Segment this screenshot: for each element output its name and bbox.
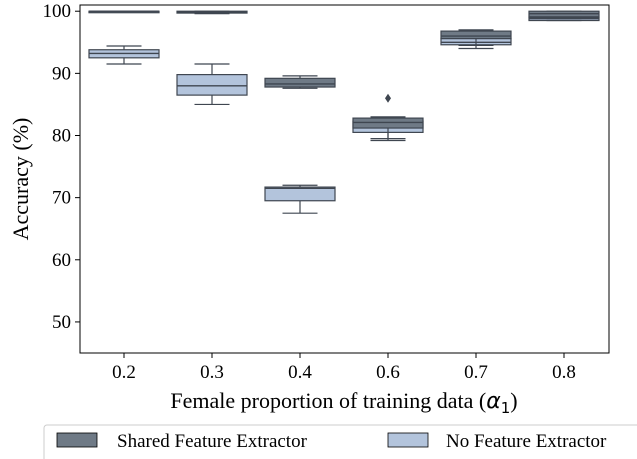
y-tick-label: 50 <box>52 312 71 333</box>
x-tick-label: 0.4 <box>288 362 312 383</box>
y-tick-label: 100 <box>43 1 72 22</box>
x-axis-label: Female proportion of training data (α1) <box>170 388 517 417</box>
box-shared-0.7 <box>440 29 512 46</box>
x-tick-label: 0.2 <box>112 362 136 383</box>
box-shared-0.6 <box>352 93 424 140</box>
legend-label-shared-feature-extractor: Shared Feature Extractor <box>117 431 308 452</box>
x-axis-label-close: ) <box>510 388 517 413</box>
box-iqr <box>176 73 248 96</box>
box-shared-0.3 <box>176 10 248 15</box>
legend-swatch-no-feature-extractor <box>387 432 429 448</box>
legend-swatch-shared-feature-extractor <box>56 432 98 448</box>
x-tick-label: 0.7 <box>464 362 488 383</box>
y-axis-ticks: 50 60 70 80 90 100 <box>43 1 80 333</box>
y-tick-label: 70 <box>52 188 71 209</box>
y-axis-label: Accuracy (%) <box>8 118 33 241</box>
x-axis-label-subscript: 1 <box>501 399 511 417</box>
legend-label-no-feature-extractor: No Feature Extractor <box>446 431 607 452</box>
plot-area <box>79 4 610 354</box>
boxes-layer <box>88 10 600 214</box>
box-iqr <box>264 77 336 88</box>
y-tick-label: 90 <box>52 63 71 84</box>
box-shared-0.4 <box>264 75 336 89</box>
box-none-0.4 <box>264 184 336 214</box>
box-none-0.2 <box>88 45 160 65</box>
x-axis-ticks: 0.2 0.3 0.4 0.6 0.7 0.8 <box>112 353 576 383</box>
x-tick-label: 0.6 <box>376 362 400 383</box>
box-iqr <box>264 186 336 202</box>
x-tick-label: 0.8 <box>552 362 576 383</box>
box-none-0.3 <box>176 63 248 106</box>
box-shared-0.8 <box>528 10 600 20</box>
x-tick-label: 0.3 <box>200 362 224 383</box>
legend: Shared Feature Extractor No Feature Extr… <box>43 424 637 459</box>
y-tick-label: 60 <box>52 250 71 271</box>
x-axis-label-text: Female proportion of training data ( <box>170 388 486 413</box>
box-shared-0.2 <box>88 10 160 14</box>
x-axis-label-symbol: α <box>486 389 501 414</box>
box-iqr <box>440 30 512 40</box>
y-tick-label: 80 <box>52 126 71 147</box>
legend-frame <box>43 424 637 459</box>
outlier-point <box>385 93 391 103</box>
